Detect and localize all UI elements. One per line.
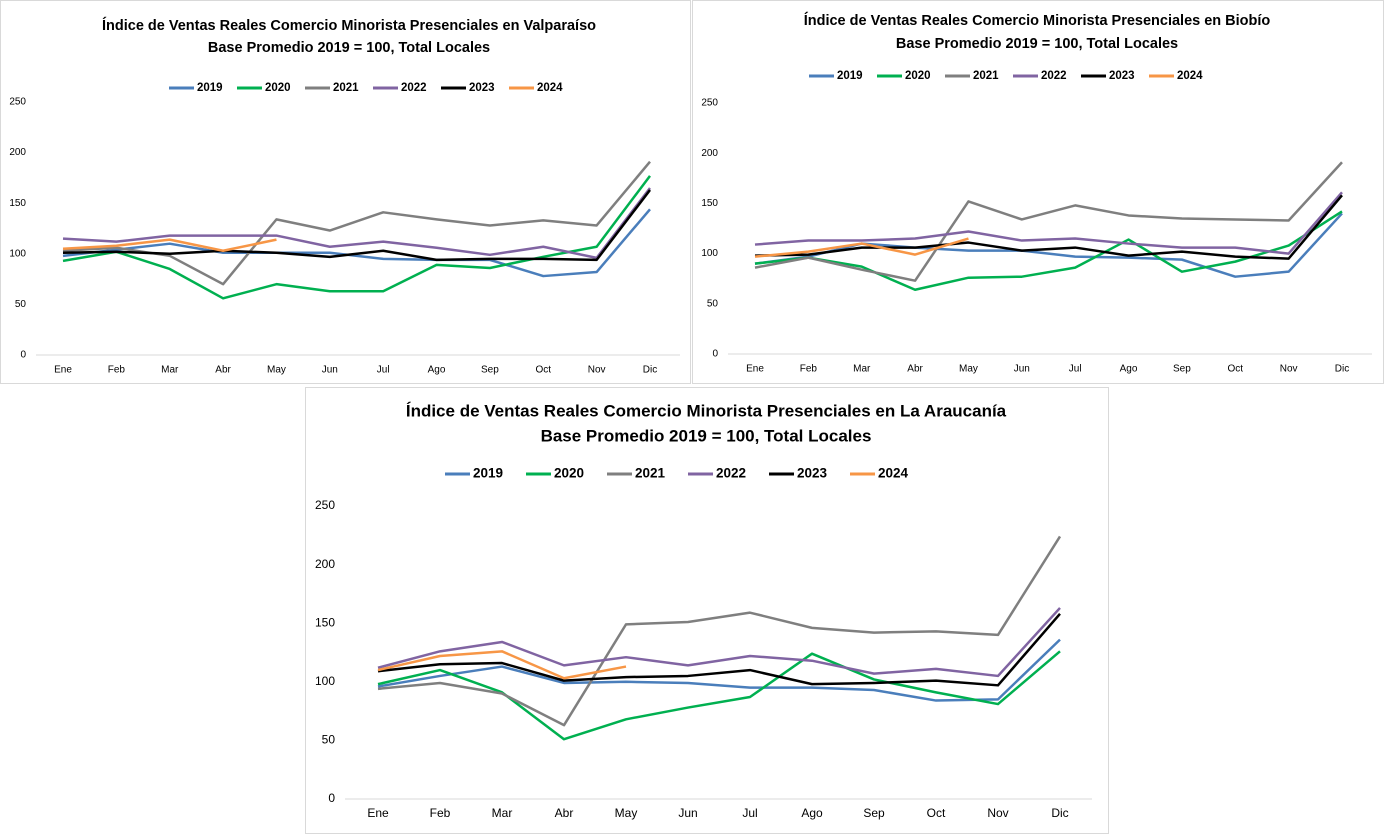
legend-label: 2024 [537, 82, 563, 94]
x-tick-label: Ene [367, 806, 389, 820]
x-tick-label: Jun [1014, 364, 1030, 375]
legend-label: 2024 [878, 466, 909, 481]
x-tick-label: Ago [1120, 364, 1138, 375]
series-line [62, 189, 651, 262]
x-tick-label: Ene [54, 365, 72, 376]
legend-label: 2019 [837, 70, 863, 82]
x-tick-label: Nov [588, 365, 606, 376]
legend-label: 2024 [1177, 70, 1203, 82]
x-tick-label: Ago [801, 806, 823, 820]
x-tick-label: Abr [907, 364, 923, 375]
legend-label: 2022 [716, 466, 746, 481]
legend-label: 2023 [1109, 70, 1135, 82]
x-tick-label: Ene [746, 364, 764, 375]
series-line [377, 650, 1061, 741]
legend-label: 2022 [401, 82, 427, 94]
x-tick-label: Sep [863, 806, 885, 820]
y-tick-label: 200 [9, 147, 26, 158]
legend-label: 2019 [473, 466, 503, 481]
chart-frame [0, 0, 691, 384]
series-line [62, 175, 651, 300]
y-tick-label: 0 [20, 350, 26, 361]
chart-subtitle: Base Promedio 2019 = 100, Total Locales [896, 36, 1178, 52]
series-line [754, 194, 1343, 260]
x-tick-label: Jul [1069, 364, 1082, 375]
series-line [62, 208, 651, 278]
y-tick-label: 250 [315, 498, 335, 512]
x-tick-label: Oct [1227, 364, 1243, 375]
chart-frame [305, 387, 1109, 834]
x-tick-label: Nov [987, 806, 1008, 820]
x-tick-label: Sep [481, 365, 499, 376]
x-tick-label: May [615, 806, 638, 820]
x-tick-label: Mar [492, 806, 513, 820]
x-tick-label: Oct [535, 365, 551, 376]
series-line [377, 607, 1061, 678]
y-tick-label: 200 [315, 557, 335, 571]
legend-label: 2021 [333, 82, 359, 94]
series-line [754, 210, 1343, 291]
series-line [62, 238, 277, 253]
y-tick-label: 100 [315, 674, 335, 688]
series-line [754, 161, 1343, 282]
legend-label: 2023 [469, 82, 495, 94]
y-tick-label: 0 [328, 791, 335, 805]
chart-frame [692, 0, 1384, 384]
y-tick-label: 50 [707, 298, 719, 309]
x-tick-label: Feb [800, 364, 818, 375]
y-tick-label: 200 [701, 148, 718, 159]
legend-label: 2021 [635, 466, 666, 481]
x-tick-label: Mar [161, 365, 179, 376]
series-line [754, 191, 1343, 255]
y-tick-label: 100 [9, 248, 26, 259]
x-tick-label: Dic [643, 365, 657, 376]
x-tick-label: Dic [1335, 364, 1349, 375]
y-tick-label: 250 [701, 98, 718, 109]
x-tick-label: Nov [1280, 364, 1298, 375]
x-tick-label: Jul [742, 806, 757, 820]
legend-label: 2020 [905, 70, 931, 82]
legend-label: 2022 [1041, 70, 1067, 82]
x-tick-label: Oct [927, 806, 946, 820]
legend-label: 2020 [554, 466, 584, 481]
y-tick-label: 250 [9, 97, 26, 108]
x-tick-label: May [959, 364, 978, 375]
chart-title: Índice de Ventas Reales Comercio Minoris… [102, 17, 596, 34]
legend-label: 2023 [797, 466, 828, 481]
x-tick-label: Jul [377, 365, 390, 376]
series-line [377, 613, 1061, 687]
x-tick-label: Jun [678, 806, 697, 820]
x-tick-label: Feb [430, 806, 451, 820]
x-tick-label: Feb [108, 365, 126, 376]
x-tick-label: Ago [428, 365, 446, 376]
x-tick-label: Jun [322, 365, 338, 376]
x-tick-label: Mar [853, 364, 871, 375]
chart-title: Índice de Ventas Reales Comercio Minoris… [406, 401, 1007, 420]
series-line [377, 535, 1062, 727]
series-line [754, 237, 969, 258]
legend-label: 2020 [265, 82, 291, 94]
series-line [377, 650, 627, 680]
y-tick-label: 50 [15, 299, 27, 310]
y-tick-label: 50 [322, 733, 336, 747]
series-line [377, 638, 1061, 702]
chart-title: Índice de Ventas Reales Comercio Minoris… [804, 12, 1271, 29]
legend-label: 2019 [197, 82, 223, 94]
y-tick-label: 150 [315, 615, 335, 629]
x-tick-label: Abr [555, 806, 574, 820]
y-tick-label: 100 [701, 248, 718, 259]
y-tick-label: 0 [712, 349, 718, 360]
x-tick-label: Abr [215, 365, 231, 376]
x-tick-label: Dic [1051, 806, 1068, 820]
series-line [62, 187, 651, 260]
y-tick-label: 150 [701, 198, 718, 209]
x-tick-label: Sep [1173, 364, 1191, 375]
chart-subtitle: Base Promedio 2019 = 100, Total Locales [208, 40, 490, 56]
x-tick-label: May [267, 365, 286, 376]
legend-label: 2021 [973, 70, 999, 82]
chart-subtitle: Base Promedio 2019 = 100, Total Locales [541, 426, 872, 445]
y-tick-label: 150 [9, 198, 26, 209]
